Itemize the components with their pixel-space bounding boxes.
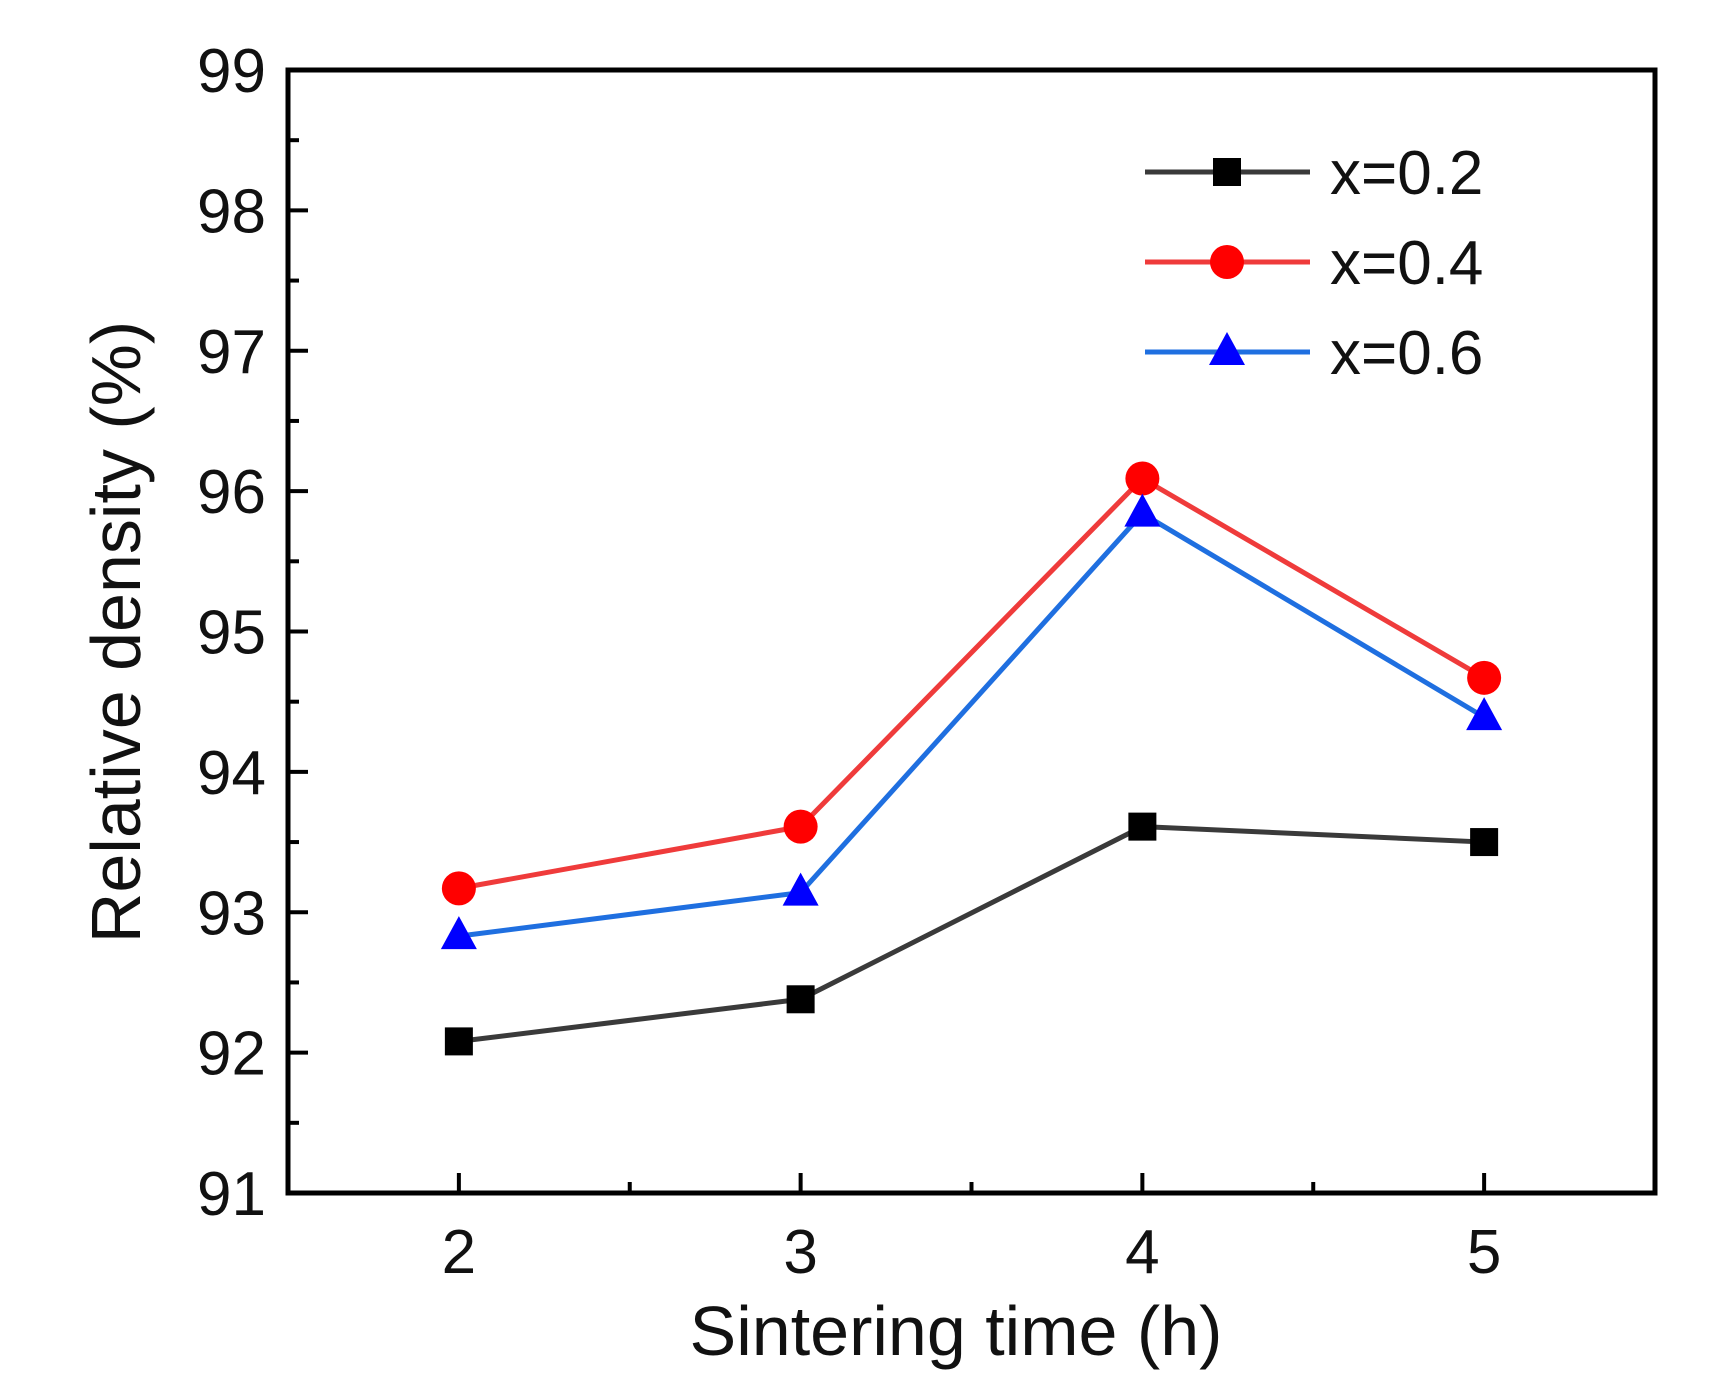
data-point — [1125, 461, 1160, 496]
legend-marker — [1213, 158, 1241, 186]
data-point — [783, 809, 818, 844]
data-point — [786, 985, 815, 1014]
x-tick-label: 3 — [783, 1218, 817, 1287]
y-tick-label: 95 — [197, 599, 266, 668]
data-point — [444, 1027, 473, 1056]
legend-label: x=0.2 — [1330, 139, 1483, 208]
data-point — [1466, 697, 1503, 731]
series-line — [458, 824, 1485, 1044]
y-axis-title: Relative density (%) — [77, 321, 155, 943]
data-point — [1128, 812, 1157, 841]
series-line — [458, 475, 1486, 891]
y-tick-label: 93 — [197, 879, 266, 948]
legend: x=0.2 x=0.4 x=0.6 — [1145, 139, 1483, 388]
x-tick-label: 2 — [442, 1218, 476, 1287]
legend-item: x=0.2 — [1145, 139, 1483, 208]
axis-ticks — [288, 68, 1487, 1195]
legend-item: x=0.6 — [1145, 319, 1483, 388]
y-tick-label: 97 — [197, 318, 266, 387]
series-x-0-4 — [441, 461, 1502, 906]
x-axis-title: Sintering time (h) — [690, 1292, 1223, 1370]
legend-item: x=0.4 — [1145, 229, 1483, 298]
series-line — [458, 511, 1486, 939]
y-tick-label: 99 — [197, 37, 266, 106]
data-point — [782, 872, 819, 906]
legend-marker — [1210, 245, 1244, 279]
y-tick-label: 91 — [197, 1160, 266, 1229]
y-tick-label: 96 — [197, 458, 266, 527]
data-point — [1124, 493, 1161, 527]
y-tick-label: 92 — [197, 1020, 266, 1089]
series-x-0-6 — [440, 493, 1503, 950]
data-point — [441, 871, 476, 906]
x-tick-label: 4 — [1125, 1218, 1159, 1287]
data-point — [1470, 828, 1499, 857]
legend-label: x=0.4 — [1330, 229, 1483, 298]
axis-tick-labels: 91 92 93 94 95 96 97 98 99 2 3 4 5 — [197, 37, 1501, 1287]
data-point — [1467, 660, 1502, 695]
legend-label: x=0.6 — [1330, 319, 1483, 388]
data-series — [440, 461, 1503, 1056]
y-tick-label: 98 — [197, 177, 266, 246]
data-point — [440, 916, 477, 950]
legend-marker — [1209, 332, 1245, 365]
x-tick-label: 5 — [1467, 1218, 1501, 1287]
series-x-0-2 — [444, 812, 1499, 1056]
y-tick-label: 94 — [197, 739, 266, 808]
